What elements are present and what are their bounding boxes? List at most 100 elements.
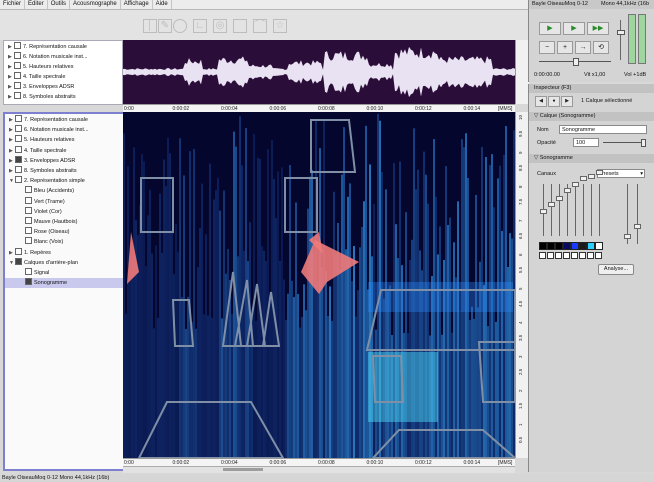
visibility-checkbox[interactable] bbox=[25, 186, 32, 194]
play-loop-button[interactable]: ▶▶ bbox=[587, 22, 609, 35]
color-slider-thumb[interactable] bbox=[596, 170, 603, 175]
align-icon[interactable]: │ bbox=[143, 19, 157, 33]
expand-arrow-icon[interactable]: ▶ bbox=[9, 127, 13, 134]
rect-tool-icon[interactable] bbox=[233, 19, 247, 33]
swatch-checkbox[interactable] bbox=[587, 252, 594, 259]
swatch-checkbox[interactable] bbox=[595, 252, 602, 259]
layer-row[interactable]: Mauve (Hautbois)✎ bbox=[5, 217, 139, 227]
visibility-checkbox[interactable] bbox=[14, 82, 21, 90]
layer-row[interactable]: ▶ 4. Taille spectrale bbox=[4, 72, 126, 82]
position-slider-thumb[interactable] bbox=[573, 58, 579, 66]
color-slider[interactable] bbox=[583, 184, 584, 236]
star-tool-icon[interactable]: ☆ bbox=[273, 19, 287, 33]
color-swatch[interactable] bbox=[587, 242, 595, 250]
swatch-checkbox[interactable] bbox=[555, 252, 562, 259]
range-slider-thumb[interactable] bbox=[624, 234, 631, 239]
visibility-checkbox[interactable] bbox=[15, 125, 22, 133]
visibility-checkbox[interactable] bbox=[25, 237, 32, 245]
visibility-checkbox[interactable] bbox=[15, 145, 22, 153]
expand-arrow-icon[interactable]: ▶ bbox=[9, 147, 13, 154]
color-slider-thumb[interactable] bbox=[556, 196, 563, 201]
swatch-checkbox[interactable] bbox=[547, 252, 554, 259]
visibility-checkbox[interactable] bbox=[14, 92, 21, 100]
layer-row[interactable]: ▶ 4. Taille spectrale bbox=[5, 145, 129, 156]
visibility-checkbox[interactable] bbox=[25, 206, 32, 214]
timeline-ruler-top[interactable]: 0:00 0:00:02 0:00:04 0:00:06 0:00:08 0:00:10 0… bbox=[123, 104, 515, 113]
visibility-checkbox[interactable] bbox=[25, 268, 32, 276]
layer-row[interactable]: ▼ Calques d'arrière-plan bbox=[5, 257, 129, 268]
color-slider[interactable] bbox=[567, 184, 568, 236]
name-field[interactable]: Sonogramme bbox=[559, 125, 647, 134]
loop-button[interactable]: ⟲ bbox=[593, 41, 609, 54]
waveform-view[interactable] bbox=[123, 40, 515, 104]
expand-arrow-icon[interactable]: ▶ bbox=[8, 74, 12, 80]
opacity-slider[interactable] bbox=[603, 142, 643, 143]
color-slider-thumb[interactable] bbox=[564, 188, 571, 193]
visibility-checkbox[interactable] bbox=[15, 257, 22, 265]
layer-row[interactable]: ▶ 6. Notation musicale inst... bbox=[4, 52, 126, 62]
circle-tool-icon[interactable] bbox=[173, 19, 187, 33]
color-slider[interactable] bbox=[599, 184, 600, 236]
color-slider-thumb[interactable] bbox=[588, 174, 595, 179]
swatch-checkbox[interactable] bbox=[563, 252, 570, 259]
menu-aide[interactable]: Aide bbox=[153, 0, 172, 9]
visibility-checkbox[interactable] bbox=[25, 217, 32, 225]
layer-row[interactable]: SignalMono bbox=[5, 268, 139, 278]
pen-icon[interactable]: ✎ bbox=[158, 19, 172, 33]
play-selection-button[interactable]: ▶ bbox=[563, 22, 585, 35]
expand-arrow-icon[interactable]: ▼ bbox=[9, 178, 14, 185]
layer-row[interactable]: ▶ 8. Symboles abstraits bbox=[5, 166, 129, 176]
color-swatch[interactable] bbox=[571, 242, 579, 250]
curve-tool-icon[interactable]: ⌒ bbox=[253, 19, 267, 33]
color-swatch[interactable] bbox=[579, 242, 587, 250]
select-layer-button[interactable]: ● bbox=[548, 96, 560, 107]
prev-layer-button[interactable]: ◀ bbox=[535, 96, 547, 107]
play-button[interactable]: ▶ bbox=[539, 22, 561, 35]
swatch-checkbox[interactable] bbox=[579, 252, 586, 259]
color-slider[interactable] bbox=[551, 184, 552, 236]
layer-row[interactable]: ▶ 1. Repères bbox=[5, 247, 129, 258]
menu-acousmographe[interactable]: Acousmographe bbox=[70, 0, 121, 9]
color-slider-thumb[interactable] bbox=[540, 209, 547, 214]
angle-tool-icon[interactable]: ∟ bbox=[193, 19, 207, 33]
visibility-checkbox[interactable] bbox=[15, 135, 22, 143]
expand-arrow-icon[interactable]: ▶ bbox=[8, 84, 12, 90]
visibility-checkbox[interactable] bbox=[15, 166, 22, 174]
layer-row[interactable]: ▶ 5. Hauteurs relatives bbox=[4, 62, 126, 72]
layer-row[interactable]: ▶ 7. Représentation causale bbox=[5, 115, 129, 125]
menu-fichier[interactable]: Fichier bbox=[0, 0, 26, 9]
volume-slider[interactable] bbox=[620, 20, 621, 60]
color-slider-thumb[interactable] bbox=[548, 202, 555, 207]
range-slider[interactable] bbox=[627, 184, 628, 244]
layer-row[interactable]: SonogrammeMono bbox=[5, 278, 139, 289]
analyse-button[interactable]: Analyse... bbox=[598, 264, 634, 275]
layer-row[interactable]: ▶ 7. Représentation causale bbox=[4, 42, 126, 52]
layer-section-header[interactable]: ▽ Calque (Sonogramme) bbox=[529, 112, 654, 121]
menu-editer[interactable]: Editer bbox=[25, 0, 48, 9]
layer-row[interactable]: Blanc (Voix)✎ bbox=[5, 237, 139, 247]
color-slider-thumb[interactable] bbox=[572, 182, 579, 187]
swatch-checkbox[interactable] bbox=[539, 252, 546, 259]
timeline-ruler-bottom[interactable]: 0:00 0:00:02 0:00:04 0:00:06 0:00:08 0:00:10 0… bbox=[123, 458, 515, 467]
color-slider[interactable] bbox=[575, 184, 576, 236]
expand-arrow-icon[interactable]: ▶ bbox=[9, 157, 13, 164]
swatch-checkbox[interactable] bbox=[571, 252, 578, 259]
sonogram-view[interactable] bbox=[123, 112, 515, 458]
color-swatch[interactable] bbox=[595, 242, 603, 250]
expand-arrow-icon[interactable]: ▶ bbox=[9, 168, 13, 174]
presets-select[interactable]: Presets ▾ bbox=[597, 169, 645, 178]
color-swatch[interactable] bbox=[563, 242, 571, 250]
layer-row[interactable]: Violet (Cor)✎ bbox=[5, 206, 139, 217]
range-slider[interactable] bbox=[637, 184, 638, 244]
color-slider[interactable] bbox=[559, 184, 560, 236]
opacity-field[interactable]: 100 bbox=[573, 138, 599, 147]
zoom-out-button[interactable]: − bbox=[539, 41, 555, 54]
visibility-checkbox[interactable] bbox=[25, 278, 32, 286]
visibility-checkbox[interactable] bbox=[25, 196, 32, 204]
expand-arrow-icon[interactable]: ▶ bbox=[9, 117, 13, 123]
volume-slider-thumb[interactable] bbox=[617, 30, 625, 35]
horizontal-scrollbar[interactable] bbox=[123, 466, 515, 473]
visibility-checkbox[interactable] bbox=[14, 72, 21, 80]
forward-button[interactable]: → bbox=[575, 41, 591, 54]
color-slider-thumb[interactable] bbox=[580, 176, 587, 181]
